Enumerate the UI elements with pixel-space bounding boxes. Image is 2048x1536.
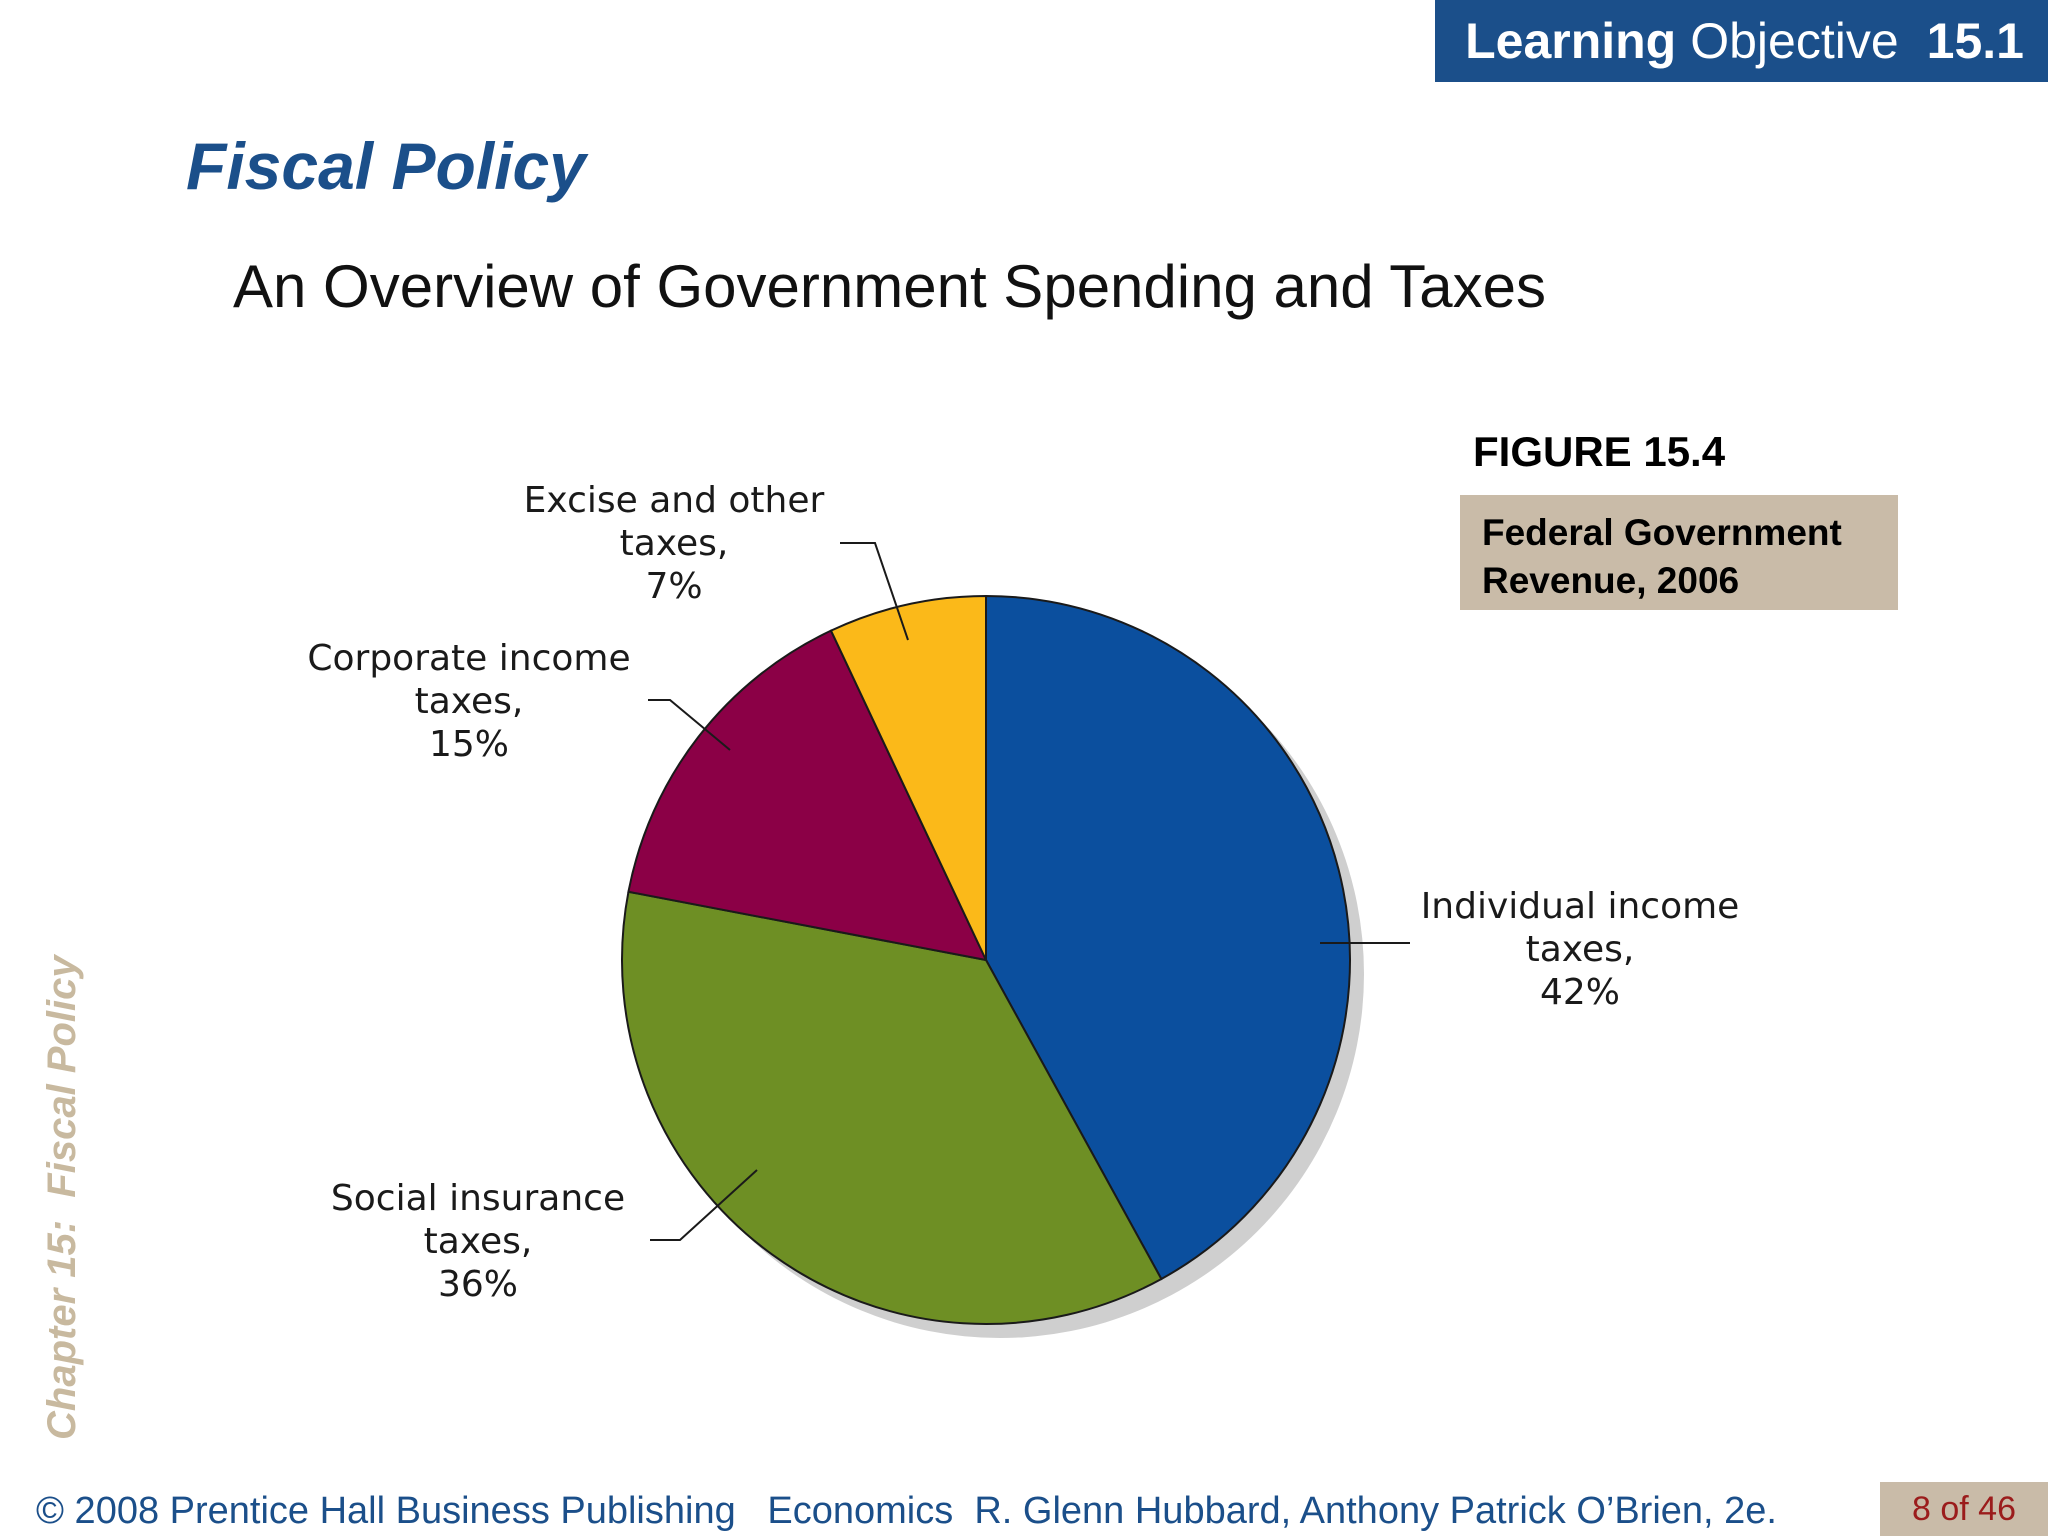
- leader-line-corporate-income: [648, 699, 731, 751]
- figure-caption: Federal Government Revenue, 2006: [1460, 495, 1898, 610]
- lo-word-objective: Objective: [1690, 13, 1899, 69]
- pie-slice-individual-income: [985, 594, 1351, 1281]
- pie-chart: Individual income taxes, 42% Social insuran…: [307, 480, 1740, 1338]
- lo-number: 15.1: [1926, 13, 2024, 69]
- figure-caption-line-2: Revenue, 2006: [1482, 560, 1740, 601]
- slide-subtitle: An Overview of Government Spending and T…: [233, 253, 1546, 320]
- leader-line-social-insurance: [650, 1169, 758, 1241]
- pie-label-individual-income: Individual income taxes, 42%: [1421, 886, 1740, 1013]
- leader-line-excise-other: [840, 542, 909, 641]
- figure-caption-line-1: Federal Government: [1482, 512, 1842, 553]
- figure-number: FIGURE 15.4: [1473, 428, 1726, 475]
- pie-slice-corporate-income: [627, 629, 988, 962]
- page-number: 8 of 46: [1880, 1482, 2048, 1536]
- learning-objective-banner: Learning Objective 15.1: [1435, 0, 2048, 82]
- pie-slice-excise-other: [829, 594, 987, 961]
- footer-credit: © 2008 Prentice Hall Business Publishing…: [36, 1490, 1777, 1532]
- pie-slice-social-insurance: [621, 890, 1163, 1325]
- pie-label-excise-other: Excise and other taxes, 7%: [524, 480, 825, 607]
- lo-word-learning: Learning: [1465, 13, 1677, 69]
- slide-title: Fiscal Policy: [186, 129, 586, 203]
- pie-label-social-insurance: Social insurance taxes, 36%: [331, 1178, 625, 1305]
- pie-label-corporate-income: Corporate income taxes, 15%: [307, 638, 630, 765]
